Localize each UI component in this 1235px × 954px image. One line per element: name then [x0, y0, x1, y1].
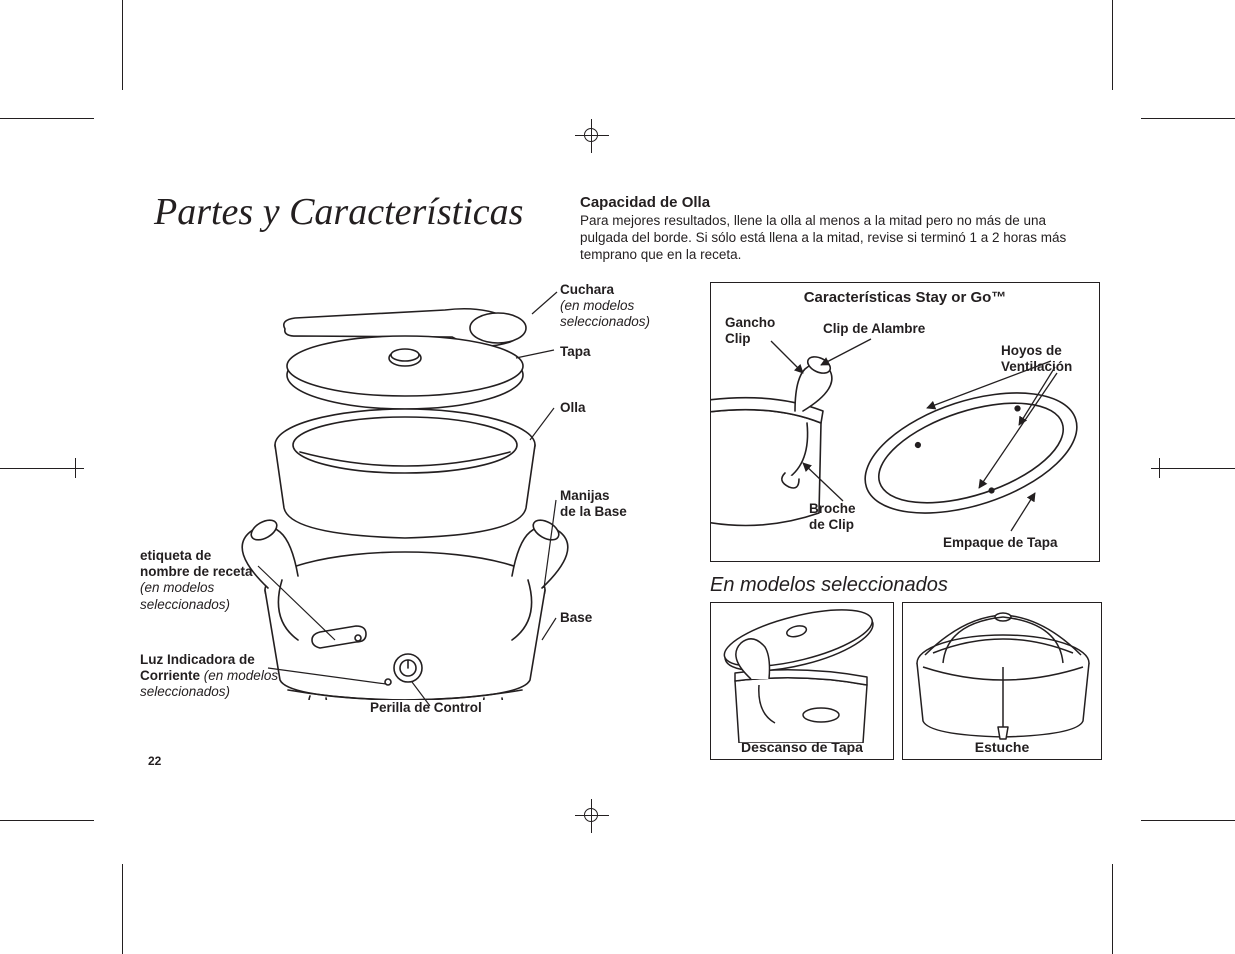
text: Ventilación — [1001, 359, 1072, 374]
text: Luz Indicadora de — [140, 652, 255, 667]
label-cuchara: Cuchara (en modelos seleccionados) — [560, 282, 680, 331]
text: (en modelos seleccionados) — [560, 298, 650, 329]
selected-models-heading: En modelos seleccionados — [710, 574, 948, 597]
lid-rest-icon — [711, 603, 895, 743]
capacity-body: Para mejores resultados, llene la olla a… — [580, 213, 1080, 264]
crop-mark — [75, 458, 76, 478]
crop-mark — [122, 0, 123, 90]
text: Cuchara — [560, 282, 614, 297]
case-box: Estuche — [902, 602, 1102, 760]
text: Hoyos de — [1001, 343, 1062, 358]
text: Gancho — [725, 315, 775, 330]
text: (en modelos — [204, 668, 278, 683]
capacity-heading: Capacidad de Olla — [580, 194, 1080, 211]
text: de la Base — [560, 504, 627, 519]
crop-mark — [0, 468, 84, 469]
crop-mark — [0, 118, 94, 119]
label-olla: Olla — [560, 400, 586, 416]
crop-mark — [1151, 468, 1235, 469]
page-number: 22 — [148, 754, 161, 768]
label-tapa: Tapa — [560, 344, 591, 360]
text: Clip — [725, 331, 751, 346]
crop-mark — [1141, 118, 1235, 119]
label-perilla: Perilla de Control — [370, 700, 482, 716]
crop-mark — [1112, 0, 1113, 90]
label-hoyos: Hoyos de Ventilación — [1001, 343, 1072, 375]
label-etiqueta: etiqueta de nombre de receta (en modelos… — [140, 548, 270, 613]
text: seleccionados) — [140, 597, 230, 612]
registration-mark-icon — [584, 128, 598, 142]
label-base: Base — [560, 610, 592, 626]
text: de Clip — [809, 517, 854, 532]
crop-mark — [0, 820, 94, 821]
label-clip-alambre: Clip de Alambre — [823, 321, 925, 337]
text: Corriente — [140, 668, 200, 683]
text: Broche — [809, 501, 856, 516]
label-luz: Luz Indicadora de Corriente (en modelos … — [140, 652, 300, 701]
label-gancho: Gancho Clip — [725, 315, 775, 347]
page-title: Partes y Características — [154, 190, 523, 234]
label-broche: Broche de Clip — [809, 501, 856, 533]
crop-mark — [1112, 864, 1113, 954]
text: etiqueta de — [140, 548, 211, 563]
label-empaque: Empaque de Tapa — [943, 535, 1058, 551]
text: nombre de receta — [140, 564, 253, 579]
registration-mark-icon — [584, 808, 598, 822]
text: (en modelos — [140, 580, 214, 595]
stay-or-go-inset: Características Stay or Go™ — [710, 282, 1100, 562]
label-manijas: Manijas de la Base — [560, 488, 627, 520]
capacity-block: Capacidad de Olla Para mejores resultado… — [580, 194, 1080, 264]
box-caption: Descanso de Tapa — [711, 739, 893, 755]
case-icon — [903, 603, 1103, 743]
crop-mark — [1141, 820, 1235, 821]
crop-mark — [1159, 458, 1160, 478]
text: Manijas — [560, 488, 610, 503]
page-content: Partes y Características Capacidad de Ol… — [140, 190, 1100, 780]
crop-mark — [122, 864, 123, 954]
lid-rest-box: Descanso de Tapa — [710, 602, 894, 760]
box-caption: Estuche — [903, 739, 1101, 755]
text: seleccionados) — [140, 684, 230, 699]
